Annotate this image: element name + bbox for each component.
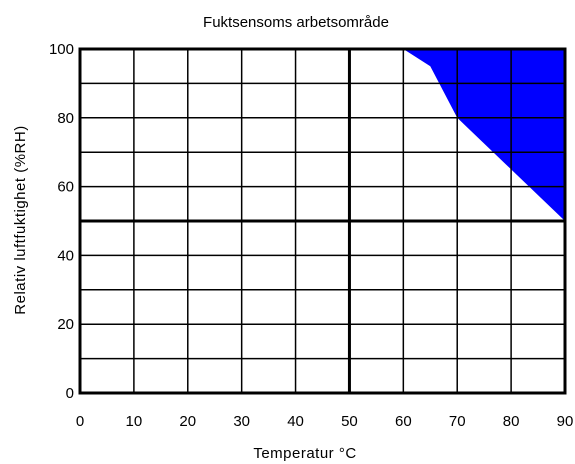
y-tick-label: 60 <box>57 179 74 196</box>
x-axis-label: Temperatur °C <box>253 445 356 462</box>
x-tick-label: 60 <box>395 413 412 430</box>
x-tick-label: 70 <box>449 413 466 430</box>
x-tick-labels: 0 10 20 30 40 50 60 70 80 90 <box>76 413 574 430</box>
x-tick-label: 10 <box>126 413 143 430</box>
y-tick-label: 20 <box>57 316 74 333</box>
x-tick-label: 50 <box>341 413 358 430</box>
x-tick-label: 80 <box>503 413 520 430</box>
y-tick-label: 100 <box>49 41 74 58</box>
x-tick-label: 30 <box>233 413 250 430</box>
x-tick-label: 90 <box>557 413 574 430</box>
y-tick-labels: 0 20 40 60 80 100 <box>49 41 74 402</box>
plot-frame <box>78 47 567 395</box>
x-tick-label: 40 <box>287 413 304 430</box>
chart-title: Fuktsensoms arbetsområde <box>203 14 389 31</box>
plot-area <box>78 47 567 395</box>
x-tick-label: 0 <box>76 413 84 430</box>
x-tick-label: 20 <box>179 413 196 430</box>
y-axis-label: Relativ luftfuktighet (%RH) <box>12 125 29 314</box>
y-tick-label: 0 <box>66 385 74 402</box>
operating-region-area <box>403 49 565 221</box>
y-tick-label: 80 <box>57 110 74 127</box>
y-tick-label: 40 <box>57 247 74 264</box>
